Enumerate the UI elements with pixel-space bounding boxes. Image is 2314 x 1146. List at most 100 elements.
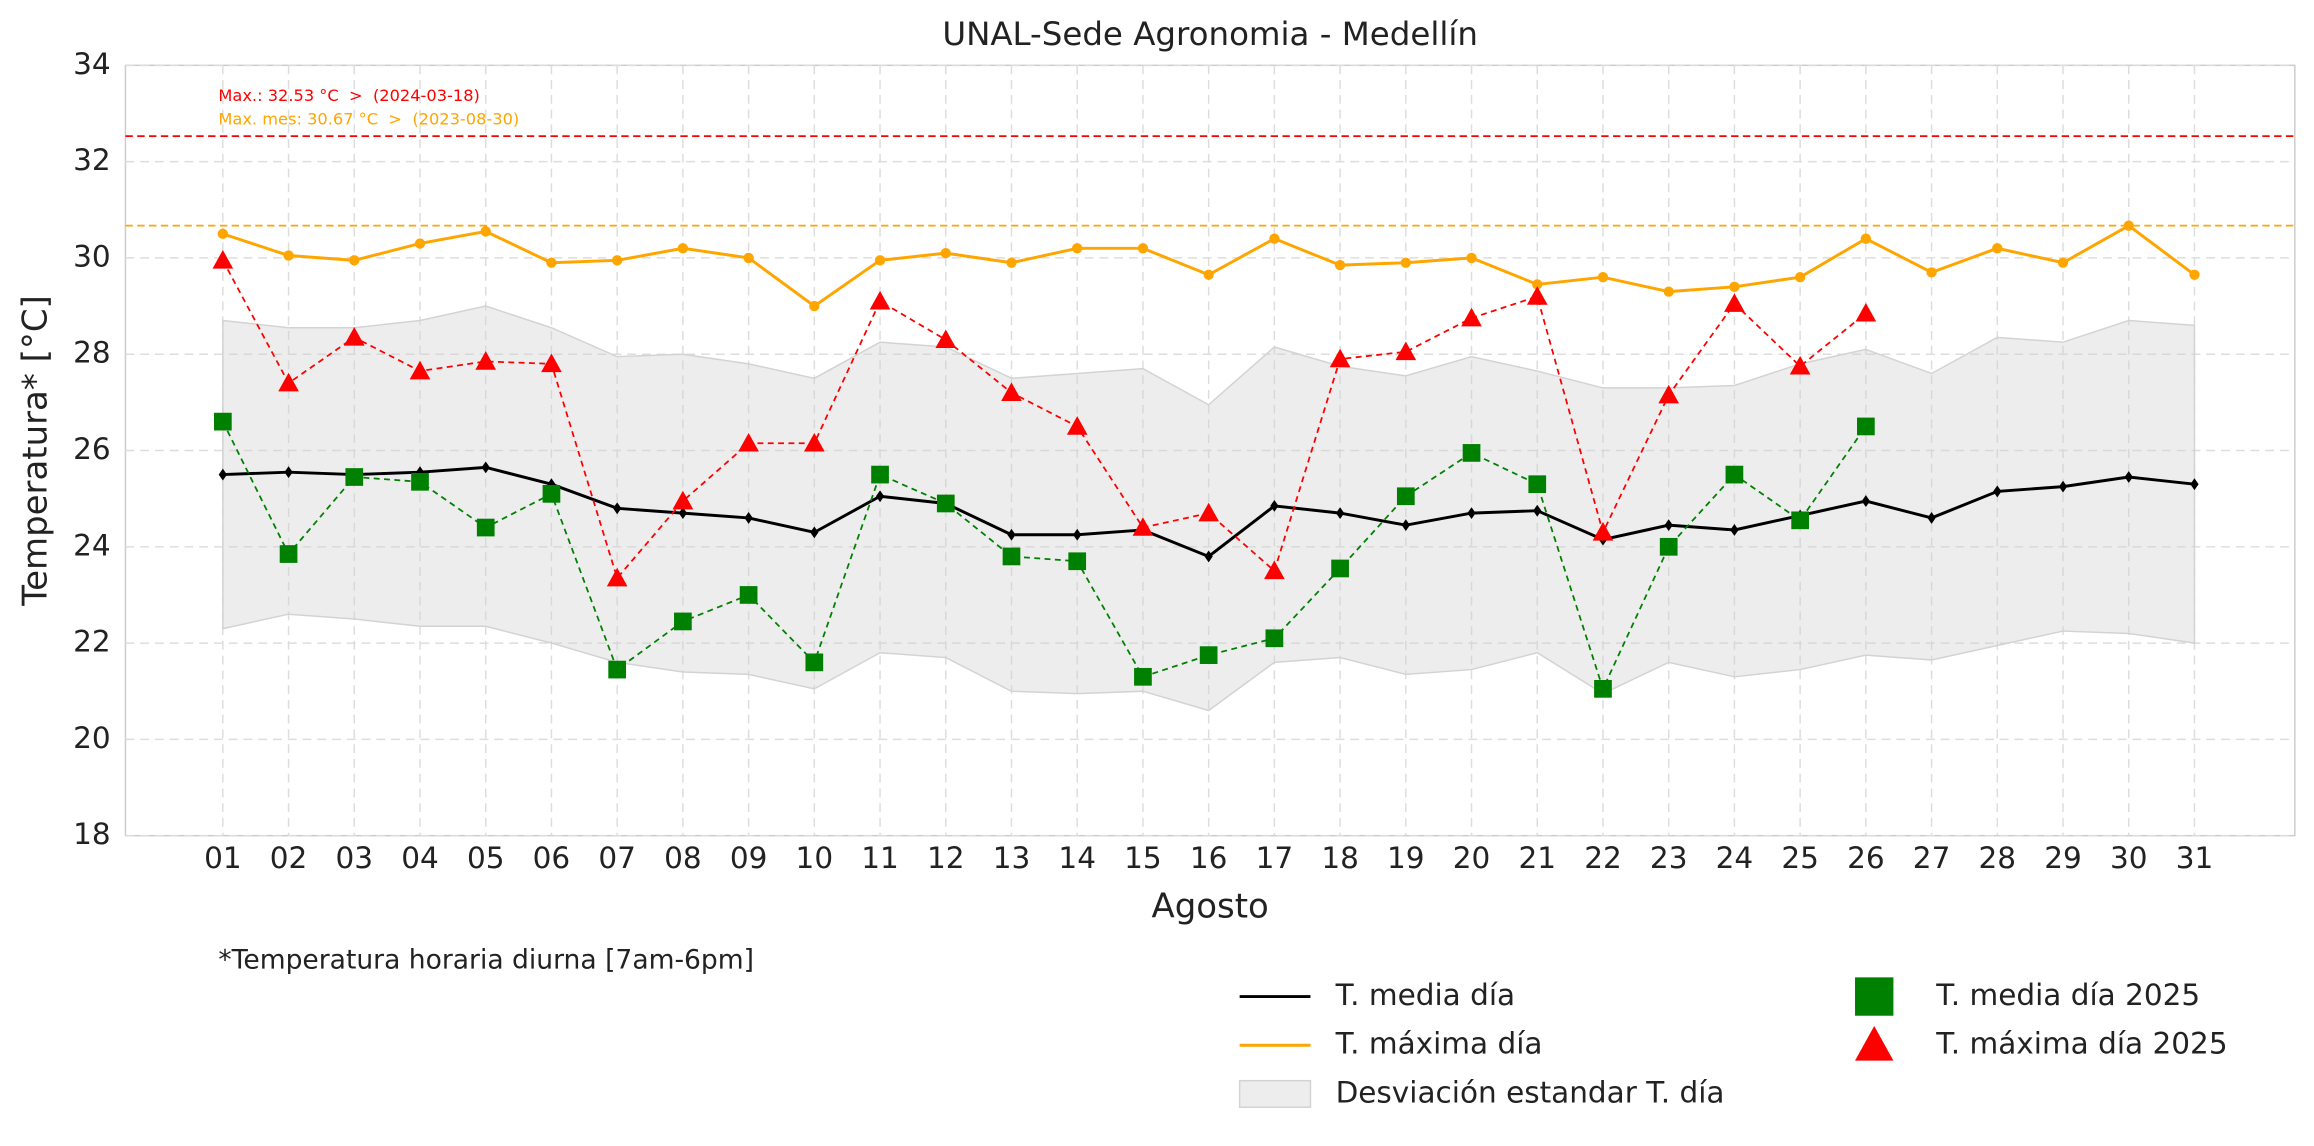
x-tick-label: 10 xyxy=(796,841,834,875)
marker xyxy=(1395,341,1417,361)
marker xyxy=(809,300,820,312)
marker xyxy=(284,466,293,479)
x-tick-label: 25 xyxy=(1781,841,1819,875)
marker xyxy=(1528,475,1547,494)
marker xyxy=(1729,281,1740,292)
marker xyxy=(1664,519,1673,532)
x-tick-label: 15 xyxy=(1124,841,1162,875)
x-tick-label: 30 xyxy=(2110,841,2148,875)
marker xyxy=(476,518,495,537)
x-tick-label: 11 xyxy=(861,841,899,875)
marker xyxy=(608,660,627,679)
x-tick-label: 05 xyxy=(467,841,505,875)
marker xyxy=(935,329,957,349)
marker xyxy=(2123,220,2134,231)
y-tick-label: 34 xyxy=(73,47,111,81)
x-tick-label: 22 xyxy=(1584,841,1622,875)
marker xyxy=(1532,279,1543,290)
marker xyxy=(738,432,759,452)
marker xyxy=(744,512,753,524)
marker xyxy=(2124,471,2133,483)
x-tick-label: 12 xyxy=(927,841,965,875)
marker xyxy=(1072,243,1083,254)
x-tick-label: 20 xyxy=(1453,841,1491,875)
legend-label: T. media día xyxy=(1335,978,1516,1012)
marker xyxy=(803,432,825,452)
marker xyxy=(343,327,365,346)
marker xyxy=(481,461,490,474)
marker xyxy=(1334,259,1346,271)
series-line xyxy=(222,421,1867,692)
marker xyxy=(1592,522,1614,541)
marker xyxy=(1265,629,1284,648)
marker xyxy=(1400,257,1411,268)
x-tick-label: 18 xyxy=(1321,841,1359,875)
x-tick-label: 16 xyxy=(1190,841,1228,875)
y-tick-label: 24 xyxy=(73,528,111,562)
marker xyxy=(475,351,497,370)
marker xyxy=(1007,528,1016,541)
marker xyxy=(1066,416,1088,435)
marker xyxy=(1203,269,1214,280)
marker xyxy=(611,255,623,266)
marker xyxy=(1927,512,1936,524)
reference-annotation: Max.: 32.53 °C > (2024-03-18) xyxy=(218,86,479,105)
marker xyxy=(278,372,299,392)
y-axis-label: Temperatura* [°C] xyxy=(15,295,55,607)
series-line xyxy=(222,259,1867,580)
footnote: *Temperatura horaria diurna [7am-6pm] xyxy=(218,945,754,976)
x-tick-label: 24 xyxy=(1716,841,1754,875)
marker xyxy=(674,612,692,631)
marker xyxy=(1794,272,1806,283)
legend-label: T. media día 2025 xyxy=(1935,978,2200,1012)
x-tick-label: 23 xyxy=(1650,841,1688,875)
marker xyxy=(1199,646,1218,664)
marker xyxy=(743,252,754,264)
x-tick-label: 29 xyxy=(2044,841,2082,875)
legend-swatch xyxy=(1238,1079,1312,1108)
marker xyxy=(1002,547,1021,566)
marker xyxy=(1073,528,1082,541)
marker xyxy=(1137,243,1149,254)
marker xyxy=(1861,495,1870,507)
marker xyxy=(1068,552,1087,571)
marker xyxy=(541,353,562,373)
x-tick-label: 19 xyxy=(1387,841,1425,875)
chart-title: UNAL-Sede Agronomia - Medellín xyxy=(942,15,1478,53)
marker xyxy=(1658,384,1680,404)
marker xyxy=(480,226,491,237)
marker xyxy=(1331,559,1349,578)
marker xyxy=(875,490,885,503)
marker xyxy=(1329,348,1351,368)
marker xyxy=(283,250,294,261)
marker xyxy=(1132,517,1154,536)
marker xyxy=(345,468,364,486)
x-tick-label: 26 xyxy=(1847,841,1885,875)
reference-annotation: Max. mes: 30.67 °C > (2023-08-30) xyxy=(218,109,519,128)
marker xyxy=(613,502,622,515)
marker xyxy=(1533,504,1542,517)
marker xyxy=(349,255,360,266)
legend-marker xyxy=(1855,1026,1894,1061)
marker xyxy=(1006,257,1017,268)
marker xyxy=(1724,293,1745,312)
marker xyxy=(1789,355,1811,375)
y-tick-label: 18 xyxy=(73,817,111,851)
marker xyxy=(2057,257,2069,268)
marker xyxy=(1725,465,1744,484)
x-tick-label: 03 xyxy=(336,841,374,875)
marker xyxy=(874,255,886,266)
marker xyxy=(1926,267,1937,278)
marker xyxy=(1462,444,1481,462)
marker xyxy=(1264,560,1285,580)
x-tick-label: 07 xyxy=(598,841,636,875)
legend-marker xyxy=(1855,977,1894,1016)
marker xyxy=(1992,243,2003,254)
legend-label: T. máxima día 2025 xyxy=(1935,1027,2227,1061)
marker xyxy=(1659,537,1678,556)
y-tick-label: 22 xyxy=(73,625,111,659)
x-tick-label: 08 xyxy=(664,841,702,875)
marker xyxy=(212,250,234,269)
marker xyxy=(1857,417,1875,436)
